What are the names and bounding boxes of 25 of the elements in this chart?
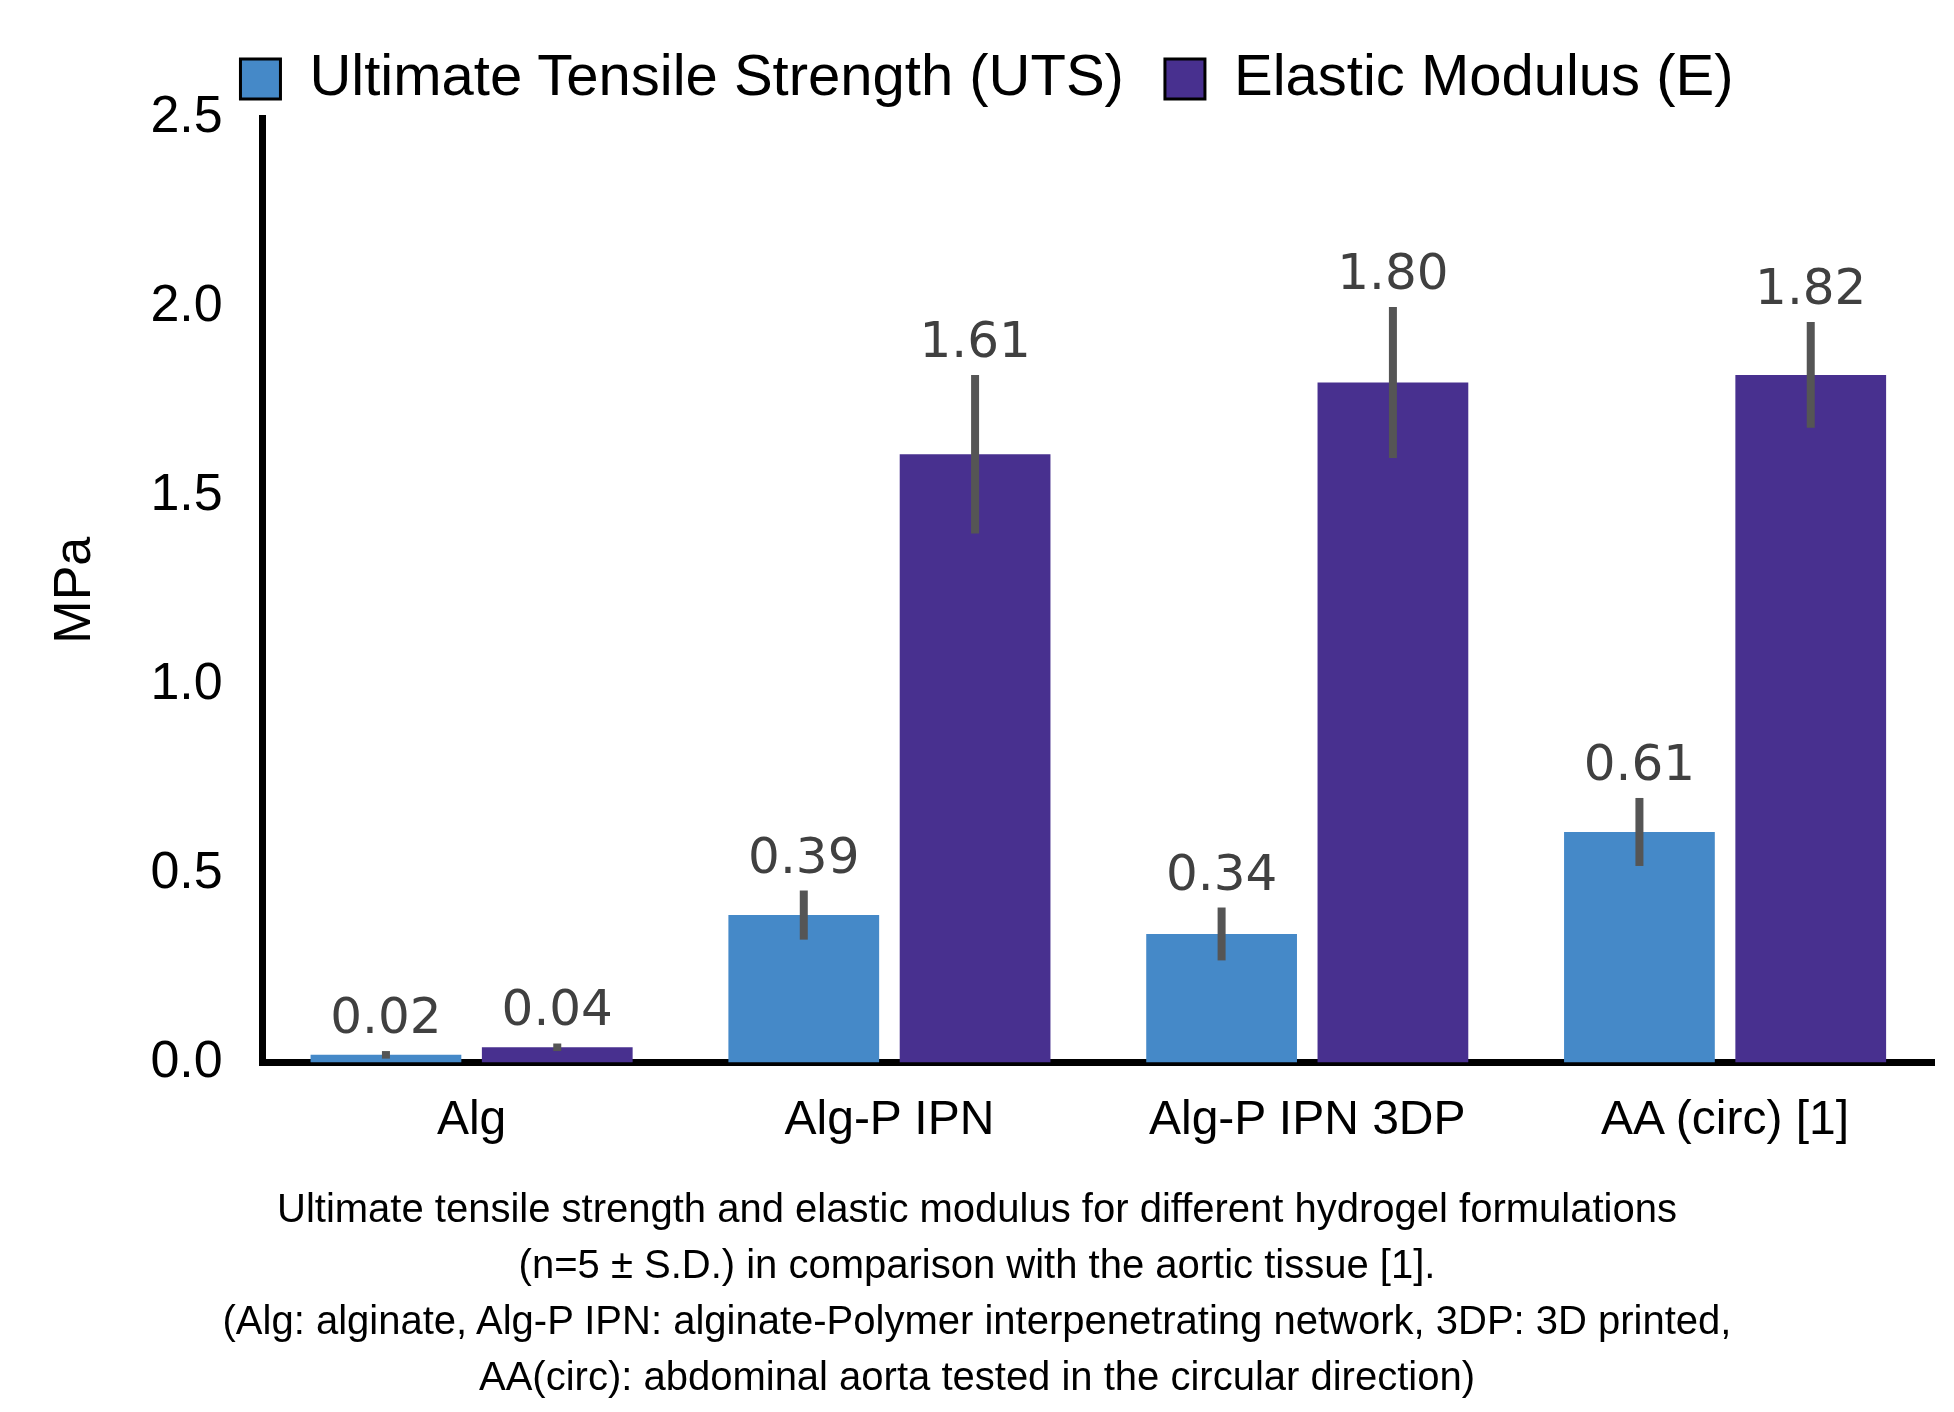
legend-label: Ultimate Tensile Strength (UTS) xyxy=(309,42,1124,107)
data-label: 1.61 xyxy=(919,310,1031,369)
x-tick-label: Alg-P IPN 3DP xyxy=(1148,1091,1466,1145)
data-label: 0.34 xyxy=(1165,843,1278,902)
y-tick-label: 1.5 xyxy=(150,463,223,522)
x-tick-label: Alg-P IPN xyxy=(784,1091,995,1145)
legend-label: Elastic Modulus (E) xyxy=(1233,42,1734,107)
data-label: 0.04 xyxy=(501,979,613,1038)
text: (n=5 ± S.D.) in comparison with the aortic tissue [1]. xyxy=(517,1241,1437,1288)
data-label: 1.82 xyxy=(1755,257,1867,316)
data-label: 0.61 xyxy=(1583,733,1696,792)
text: (Alg: alginate, Alg-P IPN: alginate-Polymer interpenetrating network, 3DP: 3D printed, xyxy=(221,1297,1733,1344)
y-tick-label: 2.0 xyxy=(150,274,223,333)
y-tick-label: 0.5 xyxy=(150,840,223,899)
x-tick-label: AA (circ) [1] xyxy=(1601,1091,1850,1145)
data-label: 0.02 xyxy=(330,987,442,1046)
y-tick-label: 1.0 xyxy=(150,651,223,710)
x-tick-label: Alg xyxy=(436,1091,507,1145)
y-tick-label: 2.5 xyxy=(150,85,223,144)
text: Ultimate tensile strength and elastic modulus for different hydrogel formulations xyxy=(276,1185,1678,1232)
data-label: 0.39 xyxy=(748,826,860,885)
text: AA(circ): abdominal aorta tested in the circular direction) xyxy=(478,1353,1476,1400)
y-tick-label: 0.0 xyxy=(150,1029,223,1088)
data-label: 1.80 xyxy=(1337,242,1449,301)
y-axis-title: MPa xyxy=(42,536,101,644)
